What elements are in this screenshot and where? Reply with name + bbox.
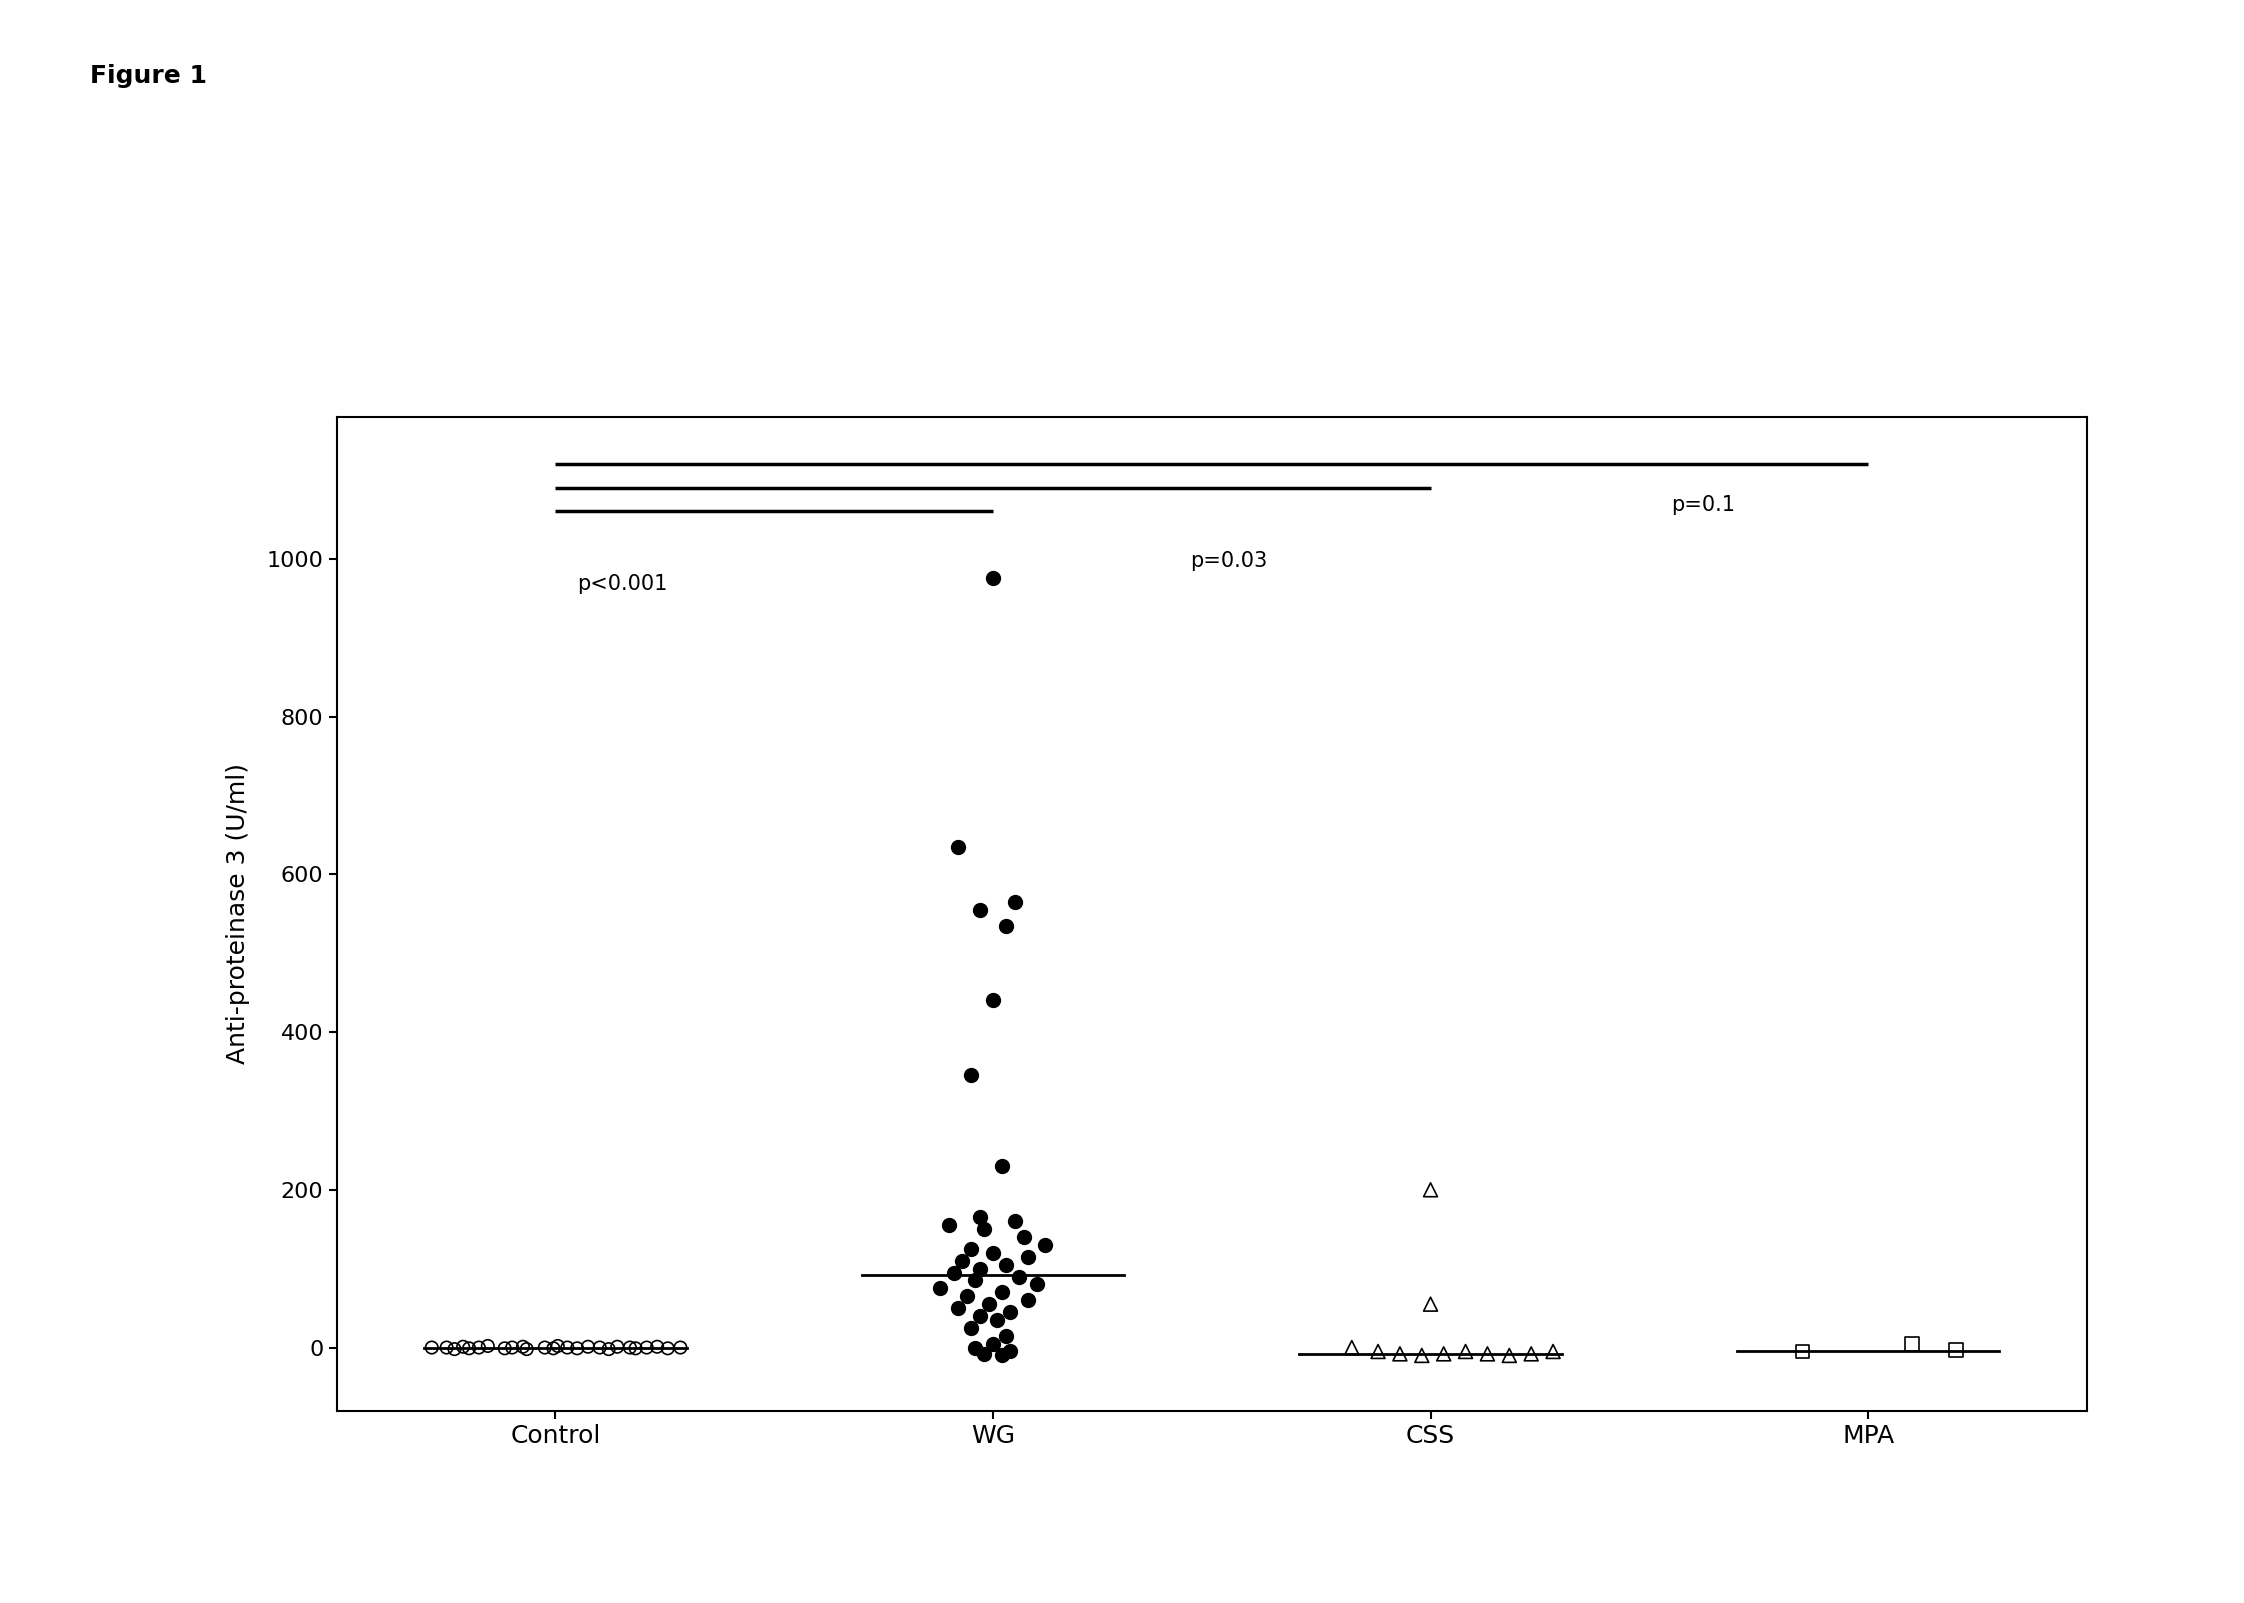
Point [983, 1153, 1019, 1178]
Point [1535, 1339, 1571, 1364]
Point [996, 890, 1032, 915]
Point [967, 1217, 1003, 1242]
Point [940, 1295, 976, 1321]
Point [1005, 1225, 1041, 1250]
Point [559, 1335, 595, 1361]
Point [922, 1276, 958, 1302]
Point [1425, 1342, 1461, 1367]
Point [992, 1339, 1028, 1364]
Point [1512, 1342, 1548, 1367]
Point [1894, 1330, 1930, 1356]
Point [987, 1322, 1023, 1348]
Point [963, 1303, 999, 1329]
Text: p=0.1: p=0.1 [1672, 495, 1735, 516]
Point [954, 1236, 990, 1262]
Point [954, 1063, 990, 1088]
Point [494, 1335, 530, 1361]
Point [1019, 1271, 1055, 1297]
Point [1405, 1343, 1441, 1369]
Point [413, 1335, 449, 1361]
Text: p=0.03: p=0.03 [1189, 551, 1268, 571]
Point [996, 1209, 1032, 1234]
Point [963, 898, 999, 923]
Point [967, 1342, 1003, 1367]
Point [931, 1212, 967, 1238]
Point [1360, 1339, 1396, 1364]
Point [550, 1335, 586, 1361]
Point [936, 1260, 972, 1286]
Point [1001, 1263, 1037, 1289]
Point [536, 1335, 572, 1361]
Point [1492, 1343, 1528, 1369]
Point [963, 1204, 999, 1230]
Point [1414, 1292, 1450, 1318]
Point [581, 1335, 617, 1361]
Point [570, 1334, 606, 1359]
Point [662, 1335, 698, 1361]
Point [444, 1334, 480, 1359]
Point [954, 1314, 990, 1340]
Point [945, 1249, 981, 1274]
Point [1470, 1342, 1506, 1367]
Point [541, 1334, 577, 1359]
Point [651, 1335, 687, 1361]
Point [469, 1334, 505, 1359]
Point [987, 1252, 1023, 1278]
Point [599, 1334, 635, 1359]
Point [974, 1330, 1010, 1356]
Point [640, 1334, 675, 1359]
Point [1414, 1177, 1450, 1202]
Point [983, 1343, 1019, 1369]
Point [974, 566, 1010, 592]
Text: p<0.001: p<0.001 [577, 574, 669, 595]
Point [505, 1334, 541, 1359]
Point [1028, 1233, 1064, 1258]
Point [972, 1292, 1008, 1318]
Point [613, 1335, 649, 1361]
Point [958, 1268, 994, 1294]
Point [949, 1284, 985, 1310]
Point [974, 987, 1010, 1013]
Point [1939, 1337, 1975, 1363]
Point [527, 1335, 563, 1361]
Point [987, 912, 1023, 938]
Point [451, 1335, 487, 1361]
Point [1333, 1335, 1369, 1361]
Text: Figure 1: Figure 1 [90, 64, 206, 88]
Point [628, 1335, 664, 1361]
Point [978, 1306, 1014, 1332]
Point [617, 1335, 653, 1361]
Point [460, 1335, 496, 1361]
Point [1010, 1287, 1046, 1313]
Point [1784, 1339, 1820, 1364]
Point [992, 1298, 1028, 1324]
Point [974, 1241, 1010, 1266]
Point [487, 1335, 523, 1361]
Point [429, 1335, 465, 1361]
Point [983, 1279, 1019, 1305]
Y-axis label: Anti-proteinase 3 (U/ml): Anti-proteinase 3 (U/ml) [227, 763, 249, 1064]
Point [509, 1337, 545, 1363]
Point [958, 1335, 994, 1361]
Point [1447, 1339, 1483, 1364]
Point [963, 1255, 999, 1281]
Point [438, 1337, 473, 1363]
Point [940, 834, 976, 859]
Point [1382, 1342, 1418, 1367]
Point [590, 1337, 626, 1363]
Point [1010, 1244, 1046, 1270]
